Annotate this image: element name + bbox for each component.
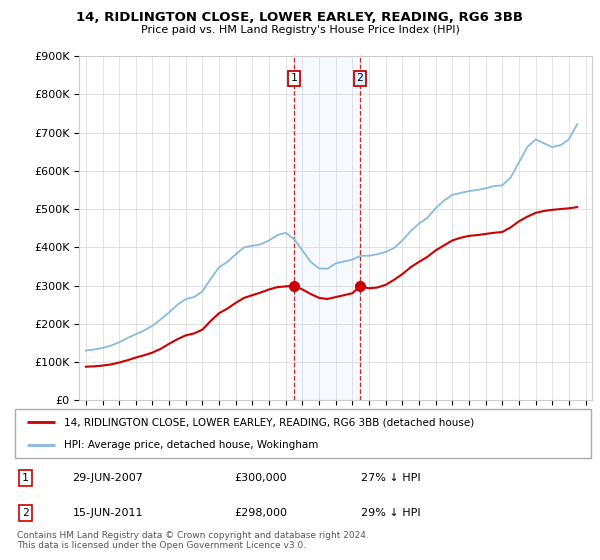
FancyBboxPatch shape: [15, 409, 591, 458]
Bar: [294, 56, 360, 400]
Text: 29-JUN-2007: 29-JUN-2007: [73, 473, 143, 483]
Text: 14, RIDLINGTON CLOSE, LOWER EARLEY, READING, RG6 3BB: 14, RIDLINGTON CLOSE, LOWER EARLEY, READ…: [77, 11, 523, 24]
Text: 27% ↓ HPI: 27% ↓ HPI: [361, 473, 420, 483]
Text: 1: 1: [22, 473, 29, 483]
Text: Price paid vs. HM Land Registry's House Price Index (HPI): Price paid vs. HM Land Registry's House …: [140, 25, 460, 35]
Text: 29% ↓ HPI: 29% ↓ HPI: [361, 508, 420, 518]
Text: Contains HM Land Registry data © Crown copyright and database right 2024.
This d: Contains HM Land Registry data © Crown c…: [17, 531, 368, 550]
Text: 2: 2: [22, 508, 29, 518]
Text: £298,000: £298,000: [234, 508, 287, 518]
Text: 1: 1: [290, 73, 297, 83]
Text: 2: 2: [356, 73, 363, 83]
Text: 15-JUN-2011: 15-JUN-2011: [73, 508, 143, 518]
Text: HPI: Average price, detached house, Wokingham: HPI: Average price, detached house, Woki…: [64, 440, 319, 450]
Text: 14, RIDLINGTON CLOSE, LOWER EARLEY, READING, RG6 3BB (detached house): 14, RIDLINGTON CLOSE, LOWER EARLEY, READ…: [64, 417, 474, 427]
Text: £300,000: £300,000: [234, 473, 287, 483]
